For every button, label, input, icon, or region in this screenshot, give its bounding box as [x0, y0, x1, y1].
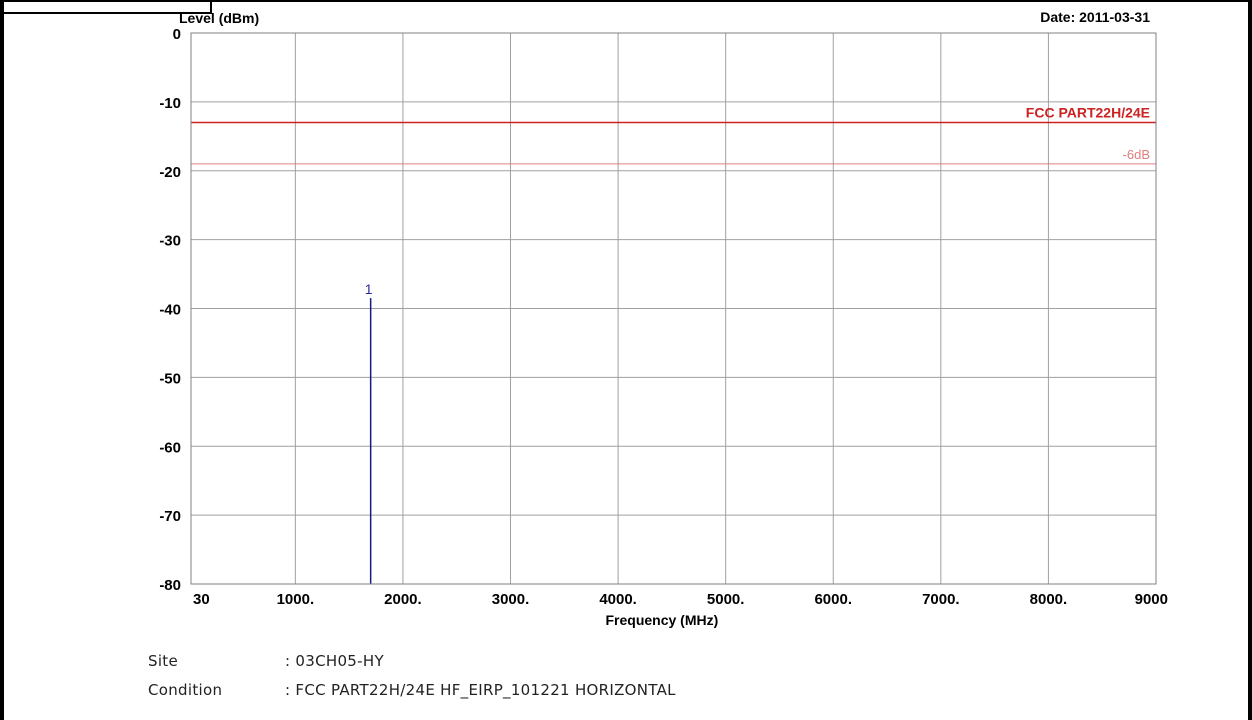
y-tick-labels: 0 -10 -20 -30 -40 -50 -60 -70 -80 [159, 26, 181, 594]
grid-lines [191, 33, 1156, 584]
x-tick-label: 7000. [922, 591, 960, 608]
header-tab-box [0, 0, 212, 14]
condition-label: Condition [148, 681, 223, 699]
frame-top-border [0, 0, 1252, 2]
x-tick-labels: 30 1000. 2000. 3000. 4000. 5000. 6000. 7000. 800… [193, 591, 1168, 608]
plot-area-border [190, 32, 1157, 585]
condition-value: : FCC PART22H/24E HF_EIRP_101221 HORIZON… [285, 681, 676, 699]
site-value: : 03CH05-HY [285, 652, 384, 670]
x-tick-label: 30 [193, 591, 210, 608]
frame-right-border [1248, 0, 1252, 720]
x-tick-label: 4000. [599, 591, 637, 608]
y-tick-label: -80 [159, 577, 181, 594]
markers: 1 [365, 281, 373, 584]
y-tick-label: -30 [159, 233, 181, 250]
y-tick-label: -20 [159, 164, 181, 181]
x-tick-label: 9000 [1135, 591, 1168, 608]
y-tick-label: -40 [159, 302, 181, 319]
limit-line-label: FCC PART22H/24E [1026, 105, 1150, 121]
x-tick-label: 1000. [277, 591, 315, 608]
frame-left-border [0, 0, 4, 720]
y-tick-label: -70 [159, 508, 181, 525]
y-tick-label: -10 [159, 95, 181, 112]
y-tick-label: -60 [159, 439, 181, 456]
site-label: Site [148, 652, 178, 670]
x-tick-label: 2000. [384, 591, 422, 608]
x-tick-label: 8000. [1030, 591, 1068, 608]
x-axis-label: Frequency (MHz) [605, 612, 718, 628]
date-label: Date: 2011-03-31 [1040, 9, 1150, 25]
limit-line-label: -6dB [1123, 147, 1150, 162]
marker-label: 1 [365, 281, 373, 297]
x-tick-label: 6000. [814, 591, 852, 608]
y-tick-label: 0 [173, 26, 181, 43]
y-axis-label: Level (dBm) [179, 10, 259, 26]
x-tick-label: 5000. [707, 591, 745, 608]
x-tick-label: 3000. [492, 591, 530, 608]
limit-lines: FCC PART22H/24E -6dB [191, 105, 1156, 165]
y-tick-label: -50 [159, 370, 181, 387]
